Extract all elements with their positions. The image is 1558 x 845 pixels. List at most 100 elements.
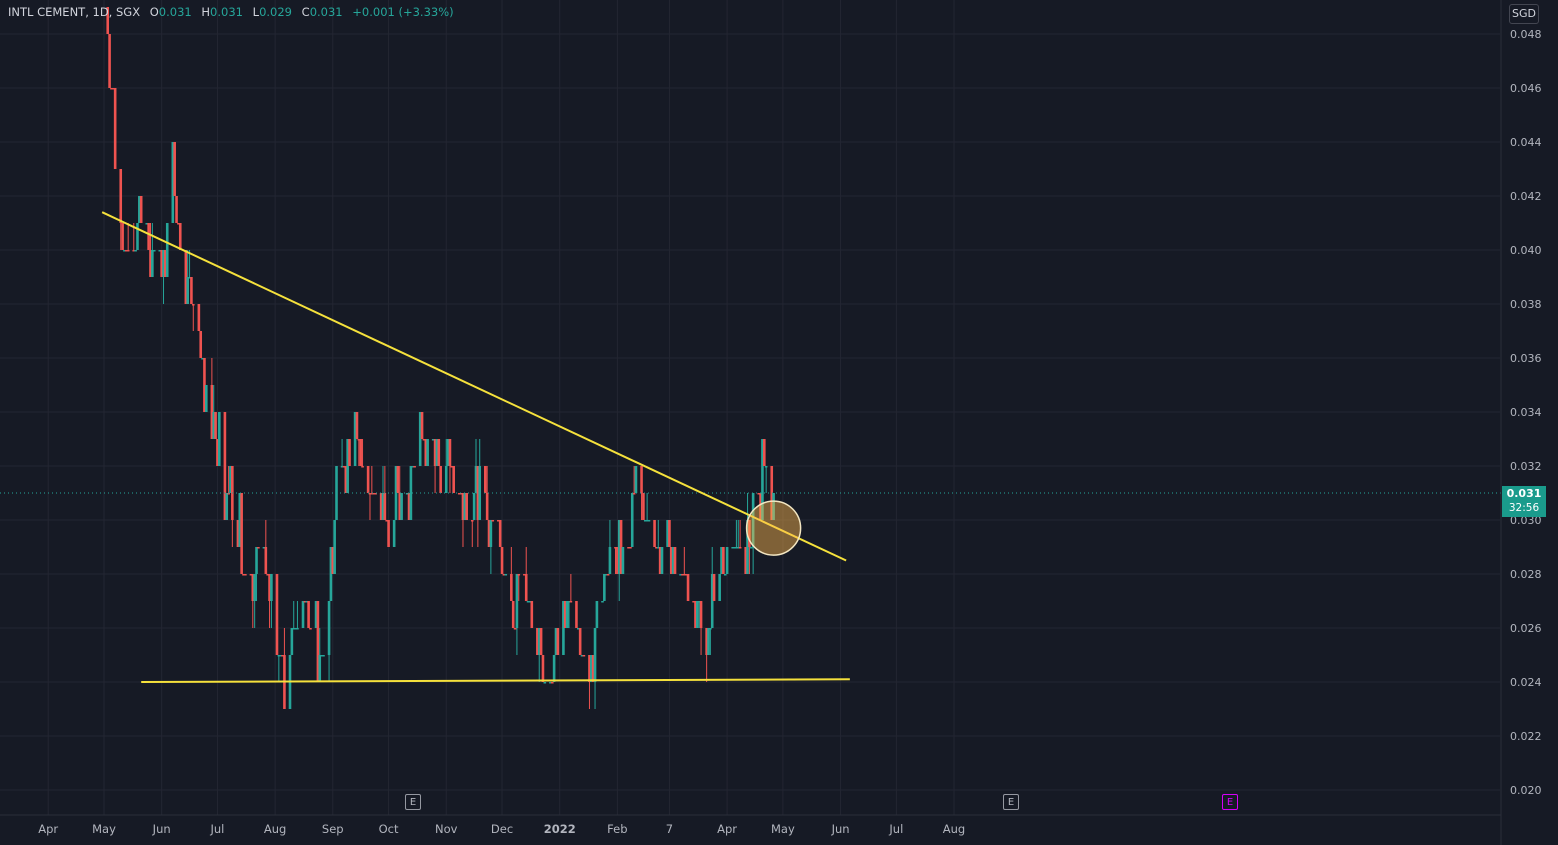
candle-body — [485, 493, 489, 520]
candle-body — [151, 250, 154, 277]
candles — [106, 7, 775, 709]
candle-body — [524, 574, 528, 601]
candle-body — [590, 655, 593, 682]
candle-body — [686, 574, 690, 601]
candle-body — [448, 439, 452, 466]
x-tick-label: May — [92, 822, 116, 836]
candle-body — [642, 493, 645, 520]
candle-body — [655, 547, 658, 549]
close-value: 0.031 — [309, 5, 343, 19]
candle-body — [619, 520, 623, 574]
candle-body — [684, 574, 688, 576]
symbol-name[interactable]: INTL CEMENT, 1D, SGX — [8, 5, 141, 19]
candle-body — [697, 601, 701, 603]
candle-body — [450, 466, 454, 468]
candle-body — [165, 223, 169, 277]
candle-body — [578, 628, 582, 655]
candle-body — [348, 439, 351, 466]
candle-body — [396, 466, 400, 493]
x-tick-label: May — [771, 822, 795, 836]
candle-body — [132, 250, 136, 252]
candle-body — [218, 412, 221, 466]
candle-body — [212, 412, 216, 439]
candle-body — [344, 466, 348, 493]
candle-body — [355, 412, 359, 439]
candle-body — [550, 682, 554, 684]
drawings[interactable] — [0, 211, 1501, 683]
candle-body — [126, 250, 130, 252]
candle-body — [658, 547, 662, 574]
descending-trendline — [101, 211, 847, 562]
earnings-event-marker[interactable]: E — [405, 794, 421, 810]
candle-body — [660, 547, 664, 574]
candle-body — [640, 466, 643, 493]
candle-body — [238, 493, 242, 547]
low-label: L — [252, 5, 260, 19]
candle-body — [541, 655, 545, 682]
candle-body — [565, 601, 569, 628]
candle-body — [431, 439, 435, 441]
candle-body — [296, 628, 299, 630]
candle-body — [556, 628, 560, 655]
candle-body — [106, 7, 110, 34]
candle-body — [322, 655, 325, 657]
candle-body — [398, 493, 402, 520]
y-tick-label: 0.020 — [1510, 784, 1542, 797]
candle-body — [191, 304, 195, 306]
candle-body — [511, 601, 515, 628]
candle-body — [770, 466, 774, 520]
candle-body — [110, 88, 113, 90]
y-tick-label: 0.030 — [1510, 514, 1542, 527]
candle-body — [537, 628, 541, 655]
candle-body — [162, 250, 165, 277]
candle-body — [147, 223, 150, 250]
upcoming-earnings-event-marker[interactable]: E — [1222, 794, 1238, 810]
candle-body — [530, 601, 534, 628]
low-value: 0.029 — [259, 5, 292, 19]
candle-body — [303, 601, 307, 603]
candle-body — [305, 601, 309, 603]
candle-body — [452, 466, 455, 493]
candle-body — [603, 574, 606, 601]
candle-body — [510, 574, 513, 601]
candle-body — [327, 601, 331, 655]
candle-body — [526, 601, 530, 603]
candle-body — [227, 493, 230, 495]
currency-button[interactable]: SGD — [1509, 4, 1539, 24]
candle-body — [683, 574, 686, 576]
candle-body — [595, 601, 599, 628]
candle-body — [199, 331, 203, 358]
candle-body — [744, 547, 747, 574]
candle-body — [749, 547, 753, 549]
candle-body — [461, 493, 465, 520]
chart-grid — [0, 0, 1500, 815]
y-tick-label: 0.048 — [1510, 28, 1542, 41]
candle-body — [757, 493, 761, 495]
candle-body — [197, 304, 201, 331]
candle-body — [489, 520, 493, 547]
candle-body — [601, 601, 604, 603]
candle-body — [353, 412, 357, 466]
candle-body — [472, 493, 476, 520]
candle-body — [160, 250, 163, 277]
high-value: 0.031 — [210, 5, 243, 19]
earnings-event-marker[interactable]: E — [1003, 794, 1019, 810]
candle-body — [346, 439, 349, 493]
candle-body — [249, 574, 253, 576]
y-tick-label: 0.026 — [1510, 622, 1542, 635]
last-price-label: 0.031 32:56 — [1502, 486, 1546, 517]
y-tick-label: 0.034 — [1510, 406, 1542, 419]
candle-body — [656, 547, 660, 549]
last-price-value: 0.031 — [1506, 487, 1542, 500]
candle-body — [108, 34, 111, 88]
candle-body — [301, 601, 305, 628]
symbol-legend: INTL CEMENT, 1D, SGX O0.031 H0.031 L0.02… — [8, 5, 454, 19]
candle-body — [426, 439, 429, 466]
candle-body — [617, 520, 621, 574]
y-tick-label: 0.036 — [1510, 352, 1542, 365]
candle-body — [333, 520, 336, 574]
x-tick-label: Jun — [152, 822, 171, 836]
candle-body — [621, 547, 625, 574]
candle-body — [634, 466, 638, 493]
